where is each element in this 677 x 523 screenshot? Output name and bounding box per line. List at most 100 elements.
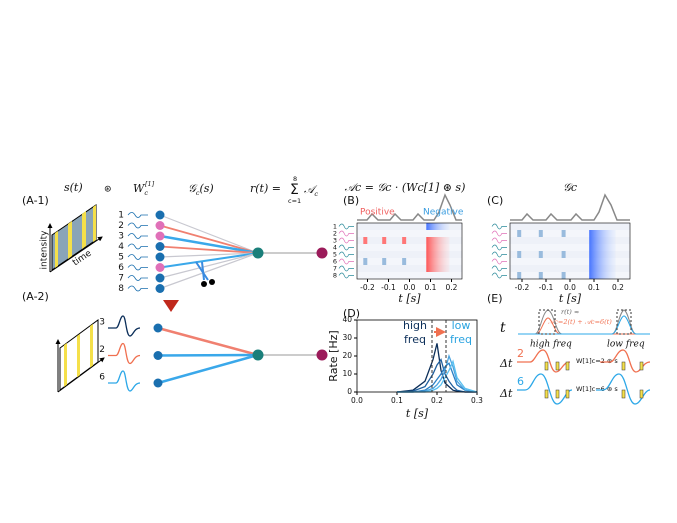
- network: 3 2 6: [99, 315, 328, 392]
- conv-symbol: ⊛: [104, 185, 112, 195]
- sum: Σ: [290, 182, 299, 198]
- channel-label: 1: [118, 211, 124, 221]
- panel-c: (C) 𝒢c -0.2 -0.1 0.0 0.1 0.2 t [s]: [487, 181, 631, 305]
- heat-cell: [426, 223, 450, 230]
- y-tick-label: 20: [342, 351, 352, 360]
- x-tick-label: 0.0: [404, 283, 416, 292]
- wavelet: [491, 272, 507, 279]
- x-tick-label: -0.1: [539, 283, 554, 292]
- panel-d: (D) 0 10 20 30 40 0.0 0.1 0.2 0.3 Rate [Hz] t [s] h…: [327, 307, 483, 420]
- x-tick-label: -0.2: [515, 283, 530, 292]
- node: [252, 349, 264, 361]
- pulses: [544, 361, 644, 371]
- heat-cell: [517, 230, 522, 237]
- frame: [509, 222, 631, 280]
- rate-line: [397, 353, 478, 393]
- w-sup: [1]: [145, 180, 155, 188]
- heat-cell: [589, 258, 616, 265]
- channel-label: 3: [118, 232, 124, 242]
- a-label: 𝒜c: [304, 183, 318, 198]
- stimulus: [55, 319, 105, 393]
- channel-label: 5: [118, 253, 124, 263]
- node: [153, 378, 163, 388]
- wavelet: [491, 251, 507, 258]
- x-tick-label: 0.0: [564, 283, 576, 292]
- x-tick-label: 0.2: [612, 283, 624, 292]
- pulses: [544, 389, 644, 399]
- wavelet: [338, 258, 354, 265]
- panel-label: (A-1): [22, 194, 49, 207]
- heat-row: [357, 251, 462, 258]
- r-approx: r(t) ≈: [561, 308, 579, 316]
- heat-cell: [426, 265, 450, 272]
- sum-label: 𝒜c=2(t) + 𝒜c=6(t): [548, 318, 612, 326]
- panel-b: (B) 𝒜c = 𝒢c · (Wc[1] ⊛ s) Positive Negat…: [333, 181, 466, 305]
- g: 𝒢: [188, 182, 198, 195]
- channel-label: 4: [333, 244, 337, 252]
- dt-label: Δt: [499, 357, 513, 370]
- heat-row: [510, 237, 630, 244]
- wavelet: [338, 251, 354, 258]
- wavelet: [491, 223, 507, 230]
- heat-cell: [589, 244, 616, 251]
- highlight-box: [616, 309, 632, 335]
- wavelet: [127, 222, 148, 229]
- heat-cell: [382, 237, 387, 244]
- heat-cell: [363, 258, 368, 265]
- channel-label: 2: [333, 230, 337, 238]
- node: [252, 247, 264, 259]
- legend-positive: Positive: [360, 208, 395, 218]
- w-label: W[1]c=2 ⊛ s: [576, 357, 618, 365]
- wavelet: [338, 265, 354, 272]
- g-label: 𝒢c(s): [188, 182, 214, 197]
- node: [155, 210, 165, 220]
- wavelet: [127, 264, 148, 271]
- connection: [159, 252, 259, 269]
- r-label: r(t) =: [250, 182, 281, 195]
- heat-row: [357, 265, 462, 272]
- panel-label: (A-2): [22, 290, 49, 303]
- high-label: high freq: [530, 340, 572, 350]
- x-tick-label: -0.2: [360, 283, 375, 292]
- heat-row: [357, 230, 462, 237]
- connection: [157, 353, 259, 357]
- heat-cell: [589, 265, 616, 272]
- wavelet: [127, 254, 148, 260]
- heat-cell: [426, 237, 450, 244]
- annotation: low: [452, 319, 471, 332]
- node: [155, 242, 165, 251]
- wavelet: [491, 258, 507, 265]
- heat-row: [510, 272, 630, 279]
- t-label: t: [500, 320, 506, 336]
- channel: 2: [517, 347, 524, 360]
- g-arg: (s): [199, 182, 213, 195]
- heat-cell: [589, 237, 616, 244]
- wavelet: [108, 370, 141, 392]
- heat-row: [357, 237, 462, 244]
- channel-label: 2: [99, 345, 105, 355]
- node: [155, 263, 165, 272]
- wavelet: [338, 237, 354, 244]
- w-sub: c: [144, 189, 148, 197]
- y-tick-label: 30: [342, 333, 352, 342]
- heat-cell: [426, 244, 450, 251]
- annotation: high: [403, 319, 427, 332]
- channel-label: 8: [333, 272, 337, 280]
- wavelet: [127, 275, 148, 281]
- x-tick-label: 0.1: [588, 283, 600, 292]
- channel-label: 6: [333, 258, 337, 266]
- channel: 6: [517, 375, 524, 388]
- heat-row: [510, 244, 630, 251]
- panel-label: (E): [487, 292, 503, 305]
- heat-cell: [589, 272, 616, 279]
- annotation: freq: [450, 333, 472, 346]
- heat-cell: [589, 251, 616, 258]
- heat-cell: [517, 272, 522, 279]
- connection: [159, 252, 259, 279]
- connection: [159, 234, 259, 255]
- stimulus: [47, 204, 103, 273]
- w: W: [133, 182, 146, 195]
- a-sub: c: [314, 190, 318, 198]
- heat-cell: [426, 258, 450, 265]
